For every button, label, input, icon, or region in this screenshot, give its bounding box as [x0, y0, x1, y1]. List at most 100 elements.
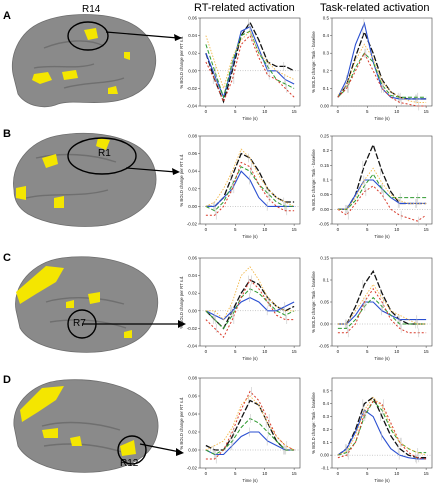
chart-a-task-xtick-label: 10	[394, 109, 400, 114]
chart-b-rt-ytick-label: 0.04	[188, 169, 197, 174]
chart-d-rt: -0.02 0.00 0.02 0.04 0.06 0.08 0 5 10 15 Time (s)%…	[179, 376, 301, 483]
chart-d-rt-series-green	[205, 417, 295, 456]
chart-c-task-ytick-label: 0.00	[320, 322, 329, 327]
chart-d-task-ytick-label: 0.5	[323, 388, 330, 393]
activation-blob-a2	[62, 70, 78, 80]
chart-b-rt-ytick-label: 0.06	[188, 151, 197, 156]
chart-b-task-xtick-label: 5	[366, 227, 369, 232]
chart-c-rt: -0.04 -0.02 0.00 0.02 0.04 0.06 0 5 10 15 Time (s)…	[179, 256, 301, 361]
chart-a-rt-xtick-label: 0	[205, 109, 208, 114]
chart-d-task-xtick-label: 15	[424, 471, 430, 476]
activation-blob-a3	[108, 86, 118, 94]
brain-image-d	[13, 379, 159, 473]
chart-b-task-series-orange	[337, 167, 427, 210]
activation-blob-b3	[54, 196, 64, 208]
chart-a-task-ytick-label: 0.5	[323, 16, 330, 21]
chart-b-rt-xtick-label: 10	[262, 227, 268, 232]
chart-c-task-xtick-label: 10	[394, 349, 400, 354]
activation-blob-b1	[42, 154, 58, 168]
chart-b-task-ytick-label: 0.25	[320, 134, 329, 139]
chart-c-rt-series-green	[205, 288, 295, 330]
chart-a-task-ytick-label: 0.4	[323, 33, 330, 38]
chart-c-rt-series-black	[205, 279, 295, 330]
chart-b-rt: -0.02 0.00 0.02 0.04 0.06 0.08 0 5 10 15 Time (s)%…	[179, 134, 301, 239]
chart-d-task-series-orange	[337, 396, 427, 456]
arrow-a	[105, 31, 182, 41]
chart-b-task-xtick-label: 15	[424, 227, 430, 232]
activation-blob-d4	[120, 440, 136, 456]
chart-d-task-ytick-label: 0.00	[320, 453, 329, 458]
chart-a-rt-ytick-label: 0.02	[188, 51, 197, 56]
chart-b-rt-series-blue	[205, 170, 295, 207]
arrow-c	[82, 320, 186, 328]
chart-a-rt-ylabel: % BOLD change per RT s.d.	[179, 36, 184, 89]
brain-surface-c	[15, 256, 159, 353]
chart-d-rt-xtick-label: 5	[234, 471, 237, 476]
chart-c-rt-xtick-label: 10	[262, 349, 268, 354]
chart-c-rt-frame	[199, 257, 301, 347]
chart-d-task-ytick-label: 0.3	[323, 414, 330, 419]
chart-a-task-ytick-label: 0.1	[323, 86, 330, 91]
chart-c-task-ytick-label: 0.15	[320, 256, 329, 261]
brain-image-b	[13, 132, 157, 227]
chart-c-rt-xtick-label: 5	[234, 349, 237, 354]
chart-d-rt-xtick-label: 10	[262, 471, 268, 476]
chart-c-task-ytick-label: 0.05	[320, 300, 329, 305]
chart-c-task-series-red	[337, 287, 427, 334]
arrow-b	[125, 167, 180, 175]
chart-c-rt-xlabel: Time (s)	[242, 356, 258, 361]
region-label-b: R1	[98, 148, 111, 159]
chart-d-task-ytick-label: 0.1	[323, 440, 330, 445]
chart-b-rt-series-orange	[205, 148, 295, 207]
chart-d-rt-xtick-label: 0	[205, 471, 208, 476]
chart-b-task-series-black	[337, 142, 427, 210]
chart-a-task-series-red	[337, 52, 427, 107]
chart-a-task-series-orange	[337, 43, 427, 103]
chart-c-rt-ytick-label: 0.06	[188, 256, 197, 261]
row-label-a: A	[3, 10, 11, 22]
chart-c-task: -0.05 0.00 0.05 0.1 0.15 0 5 10 15 Time (s) % BOLD…	[311, 256, 433, 361]
chart-d-rt-ytick-label: 0.04	[188, 412, 197, 417]
chart-a-rt-series-red	[205, 34, 295, 103]
chart-d-task-ytick-label: 0.4	[323, 401, 330, 406]
chart-d-rt-ytick-label: 0.02	[188, 430, 197, 435]
chart-d-task-series-black	[337, 396, 427, 459]
chart-d-task-ytick-label: -0.1	[321, 466, 329, 471]
chart-c-task-ylabel: % BOLD change: Task - baseline	[311, 271, 316, 333]
chart-d-rt-series-orange	[205, 395, 295, 451]
chart-c-task-xlabel: Time (s)	[374, 356, 390, 361]
chart-b-task-ylabel: % BOLD change: Task - baseline	[311, 149, 316, 211]
chart-b-rt-xlabel: Time (s)	[242, 234, 258, 239]
brain-image-a	[11, 14, 157, 108]
chart-c-rt-ytick-label: 0.04	[188, 273, 197, 278]
chart-c-task-series-green	[337, 296, 427, 329]
chart-a-task-xlabel: Time (s)	[374, 116, 390, 121]
chart-b-task-series-red	[337, 185, 427, 222]
chart-d-task-series-blue	[337, 409, 427, 460]
chart-c-task-ytick-label: -0.05	[319, 344, 330, 349]
chart-b-rt-ytick-label: 0.08	[188, 134, 197, 139]
activation-blob-a4	[84, 28, 98, 40]
chart-a-task-xtick-label: 0	[337, 109, 340, 114]
region-label-a: R14	[82, 4, 101, 15]
chart-c-task-series-blue	[337, 301, 427, 325]
chart-c-task-xtick-label: 0	[337, 349, 340, 354]
activation-blob-b2	[16, 186, 26, 200]
region-label-c: R7	[73, 318, 86, 329]
header-rt: RT-related activation	[194, 2, 295, 14]
region-circle-b	[67, 137, 137, 175]
chart-b-rt-ytick-label: -0.02	[187, 222, 198, 227]
chart-a-rt-ytick-label: -0.04	[187, 104, 198, 109]
chart-a-rt-ytick-label: 0.06	[188, 16, 197, 21]
activation-blob-a1	[32, 72, 52, 84]
activation-blob-c3	[66, 300, 74, 308]
chart-b-task-ytick-label: 0.2	[323, 148, 330, 153]
chart-d-task-ytick-label: 0.2	[323, 427, 330, 432]
chart-c-rt-xtick-label: 15	[292, 349, 298, 354]
chart-a-rt-xlabel: Time (s)	[242, 116, 258, 121]
chart-c-rt-ytick-label: -0.04	[187, 344, 198, 349]
header-task: Task-related activation	[320, 2, 430, 14]
chart-a-task-ytick-label: 0.2	[323, 68, 330, 73]
chart-d-rt-xtick-label: 15	[292, 471, 298, 476]
chart-b-rt-xtick-label: 5	[234, 227, 237, 232]
